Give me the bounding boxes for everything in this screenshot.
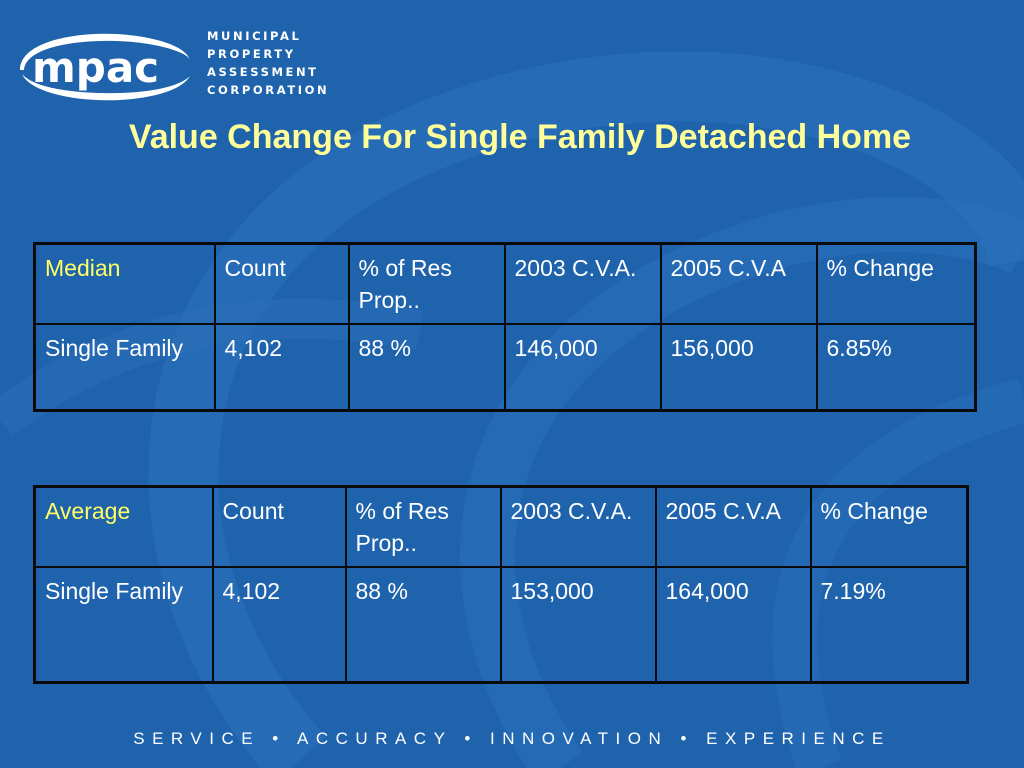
table-cell: 2003 C.V.A.	[499, 485, 657, 568]
table-cell: 164,000	[654, 566, 812, 684]
table-cell: 4,102	[211, 566, 347, 684]
table-cell: 6.85%	[815, 323, 977, 412]
average-table: Average Count % of Res Prop.. 2003 C.V.A…	[33, 485, 969, 684]
table-cell: % of Res Prop..	[344, 485, 502, 568]
brand-line: MUNICIPAL	[207, 29, 302, 43]
table-cell: 146,000	[503, 323, 662, 412]
mpac-logo: mpac	[14, 26, 194, 104]
table-cell: 2003 C.V.A.	[503, 242, 662, 325]
table-row: Single Family 4,102 88 % 153,000 164,000…	[33, 566, 969, 684]
logo-wordmark: mpac	[32, 43, 159, 92]
table-cell: 4,102	[213, 323, 350, 412]
table-cell: 7.19%	[809, 566, 969, 684]
table-cell: % of Res Prop..	[347, 242, 506, 325]
table-cell: Median	[33, 242, 216, 325]
table-header-row: Median Count % of Res Prop.. 2003 C.V.A.…	[33, 242, 977, 325]
median-table: Median Count % of Res Prop.. 2003 C.V.A.…	[33, 242, 977, 412]
brand-name: MUNICIPAL PROPERTY ASSESSMENT CORPORATIO…	[207, 27, 329, 99]
brand-line: PROPERTY	[207, 47, 296, 61]
brand-line: CORPORATION	[207, 83, 330, 97]
table-cell: % Change	[815, 242, 977, 325]
table-cell: Average	[33, 485, 214, 568]
table-cell: Single Family	[33, 566, 214, 684]
table-cell: Single Family	[33, 323, 216, 412]
table-cell: 156,000	[659, 323, 818, 412]
table-row: Single Family 4,102 88 % 146,000 156,000…	[33, 323, 977, 412]
table-cell: 2005 C.V.A	[659, 242, 818, 325]
table-cell: % Change	[809, 485, 969, 568]
table-cell: 88 %	[344, 566, 502, 684]
page-title: Value Change For Single Family Detached …	[128, 118, 912, 156]
table-cell: Count	[211, 485, 347, 568]
footer-tagline: SERVICE • ACCURACY • INNOVATION • EXPERI…	[133, 729, 891, 748]
table-cell: 2005 C.V.A	[654, 485, 812, 568]
table-cell: Count	[213, 242, 350, 325]
table-cell: 153,000	[499, 566, 657, 684]
brand-line: ASSESSMENT	[207, 65, 319, 79]
table-header-row: Average Count % of Res Prop.. 2003 C.V.A…	[33, 485, 969, 568]
table-cell: 88 %	[347, 323, 506, 412]
